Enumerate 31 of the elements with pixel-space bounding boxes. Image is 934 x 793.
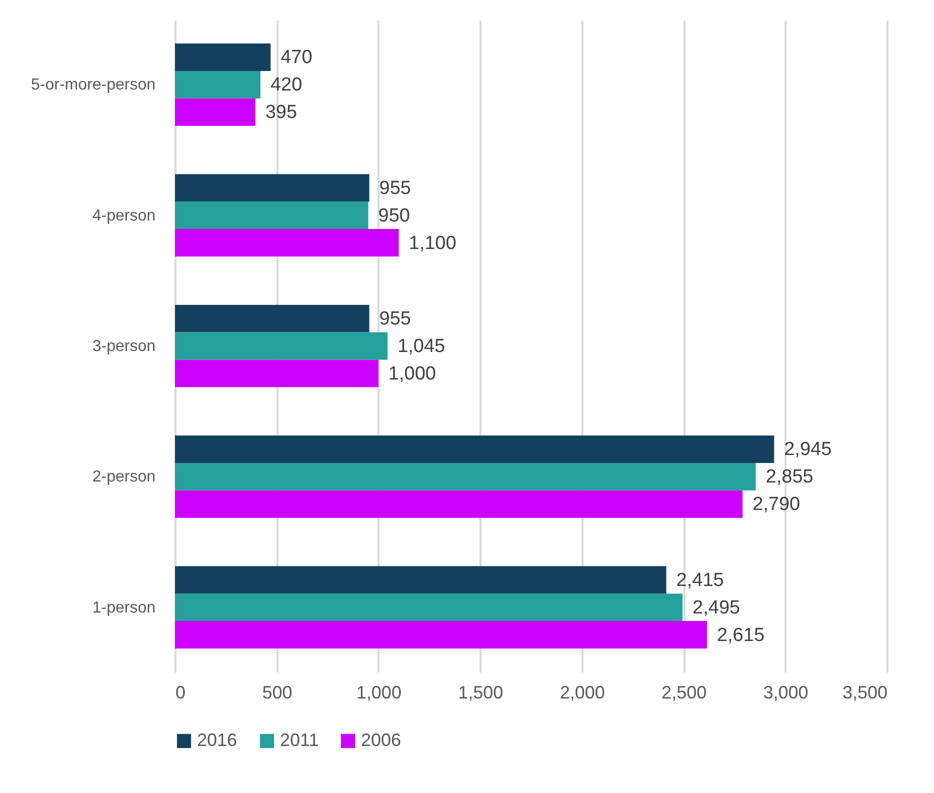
data-label: 2,790 — [752, 494, 800, 516]
y-tick-label: 4-person — [92, 207, 156, 224]
data-label: 955 — [379, 178, 411, 199]
data-label: 2,495 — [692, 597, 740, 618]
data-label: 1,100 — [408, 232, 456, 254]
x-tick-label: 2,500 — [662, 682, 707, 702]
data-label: 395 — [265, 102, 298, 124]
x-tick-label: 1,500 — [458, 682, 504, 702]
data-label: 1,000 — [388, 363, 436, 384]
x-tick-label: 0 — [176, 682, 186, 702]
data-label: 2,415 — [676, 570, 724, 591]
legend-label: 2006 — [361, 730, 402, 750]
legend-label: 2011 — [280, 730, 319, 750]
data-label: 2,945 — [784, 439, 832, 460]
y-tick-label: 5-or-more-person — [31, 76, 156, 94]
x-tick-label: 2,000 — [560, 682, 605, 702]
x-tick-label: 3,000 — [763, 682, 808, 702]
x-tick-label: 500 — [262, 682, 292, 702]
y-tick-label: 3-person — [92, 338, 156, 355]
data-label: 2,615 — [716, 624, 765, 646]
x-tick-label: 1,000 — [356, 682, 402, 702]
data-label: 420 — [270, 74, 302, 96]
data-label: 1,045 — [398, 336, 446, 357]
y-tick-label: 2-person — [92, 468, 156, 486]
data-label: 2,855 — [766, 466, 814, 488]
data-label: 470 — [280, 47, 312, 68]
data-label: 950 — [378, 205, 410, 226]
legend-label: 2016 — [197, 730, 238, 750]
data-label: 955 — [379, 308, 411, 330]
y-tick-label: 1-person — [92, 599, 156, 616]
x-tick-label: 3,500 — [842, 682, 888, 702]
